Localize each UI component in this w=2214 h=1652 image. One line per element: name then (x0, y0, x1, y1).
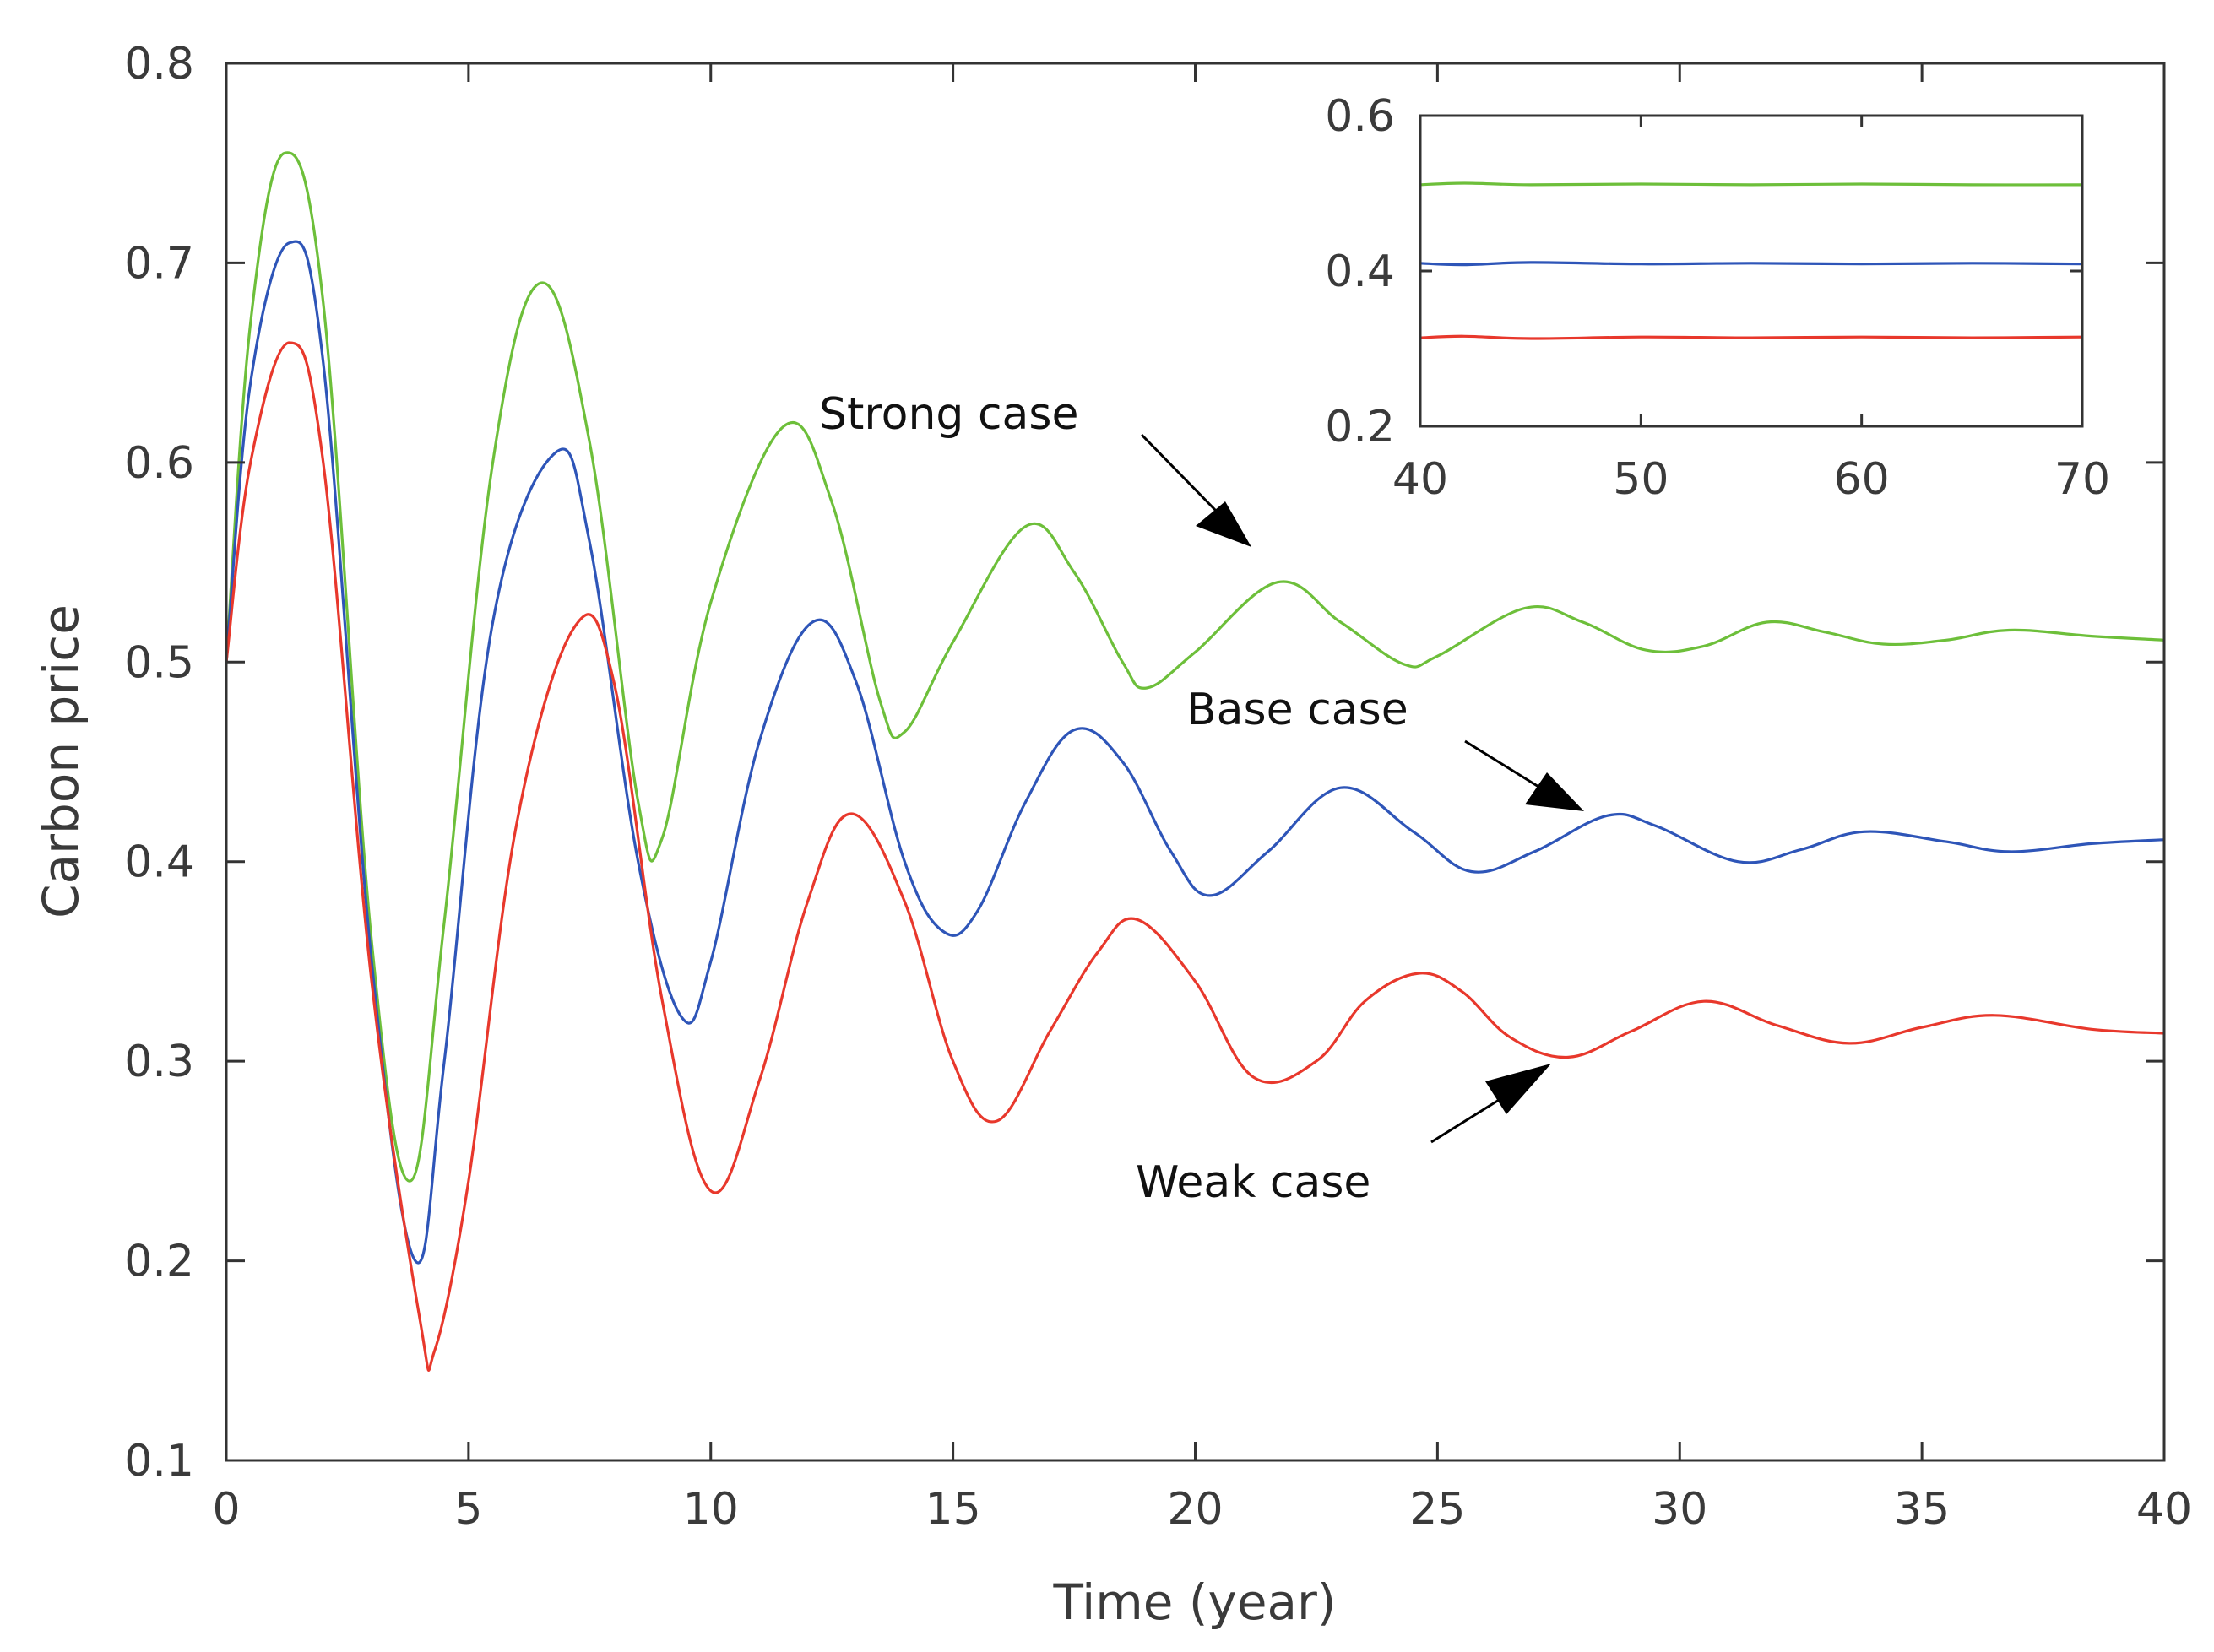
main-y-tick-label: 0.5 (124, 637, 194, 688)
strong-case-label: Strong case (819, 389, 1078, 440)
inset-plot: 40 50 60 70 0.2 0.4 0.6 (1325, 91, 2110, 505)
base-case-arrow-head (1525, 772, 1584, 811)
main-y-tick-label: 0.6 (124, 438, 194, 489)
base-case-annotation: Base case (1186, 685, 1584, 811)
inset-series-group (1419, 181, 2083, 340)
main-series-weak-case (225, 341, 2165, 1372)
weak-case-arrow-head (1485, 1064, 1551, 1114)
main-x-tick-label: 5 (454, 1484, 482, 1535)
annotations: Strong case Base case Weak case (819, 389, 1584, 1208)
strong-case-annotation: Strong case (819, 389, 1251, 547)
inset-background (1420, 116, 2082, 426)
inset-x-tick-label: 70 (2054, 454, 2110, 505)
inset-ticks (1419, 114, 2084, 428)
strong-case-arrow-line (1140, 433, 1218, 513)
weak-case-annotation: Weak case (1136, 1064, 1551, 1208)
main-y-tick-label: 0.7 (124, 238, 194, 289)
base-case-arrow-line (1464, 739, 1544, 791)
inset-series-strong-case (1419, 181, 2083, 187)
main-x-tick-label: 15 (925, 1484, 981, 1535)
inset-series-weak-case (1419, 334, 2083, 340)
main-x-tick-label: 30 (1652, 1484, 1707, 1535)
main-x-tick-labels: 0 5 10 15 20 25 30 35 40 (212, 1484, 2192, 1535)
main-x-tick-label: 0 (212, 1484, 240, 1535)
main-x-tick-label: 25 (1409, 1484, 1465, 1535)
inset-y-tick-label: 0.6 (1325, 91, 1395, 142)
main-x-tick-label: 10 (683, 1484, 739, 1535)
x-axis-title: Time (year) (1052, 1573, 1336, 1631)
inset-x-tick-label: 40 (1392, 454, 1448, 505)
main-y-tick-label: 0.4 (124, 837, 194, 888)
y-axis-title: Carbon price (32, 604, 90, 918)
main-y-tick-label: 0.1 (124, 1436, 194, 1487)
main-y-tick-label: 0.8 (124, 39, 194, 89)
main-plot: 0 5 10 15 20 25 30 35 40 0.10.20.30.40.50.60.70.… (32, 39, 2192, 1631)
inset-series-base-case (1419, 261, 2083, 267)
main-x-tick-label: 35 (1894, 1484, 1950, 1535)
main-ticks (225, 62, 2166, 1462)
weak-case-label: Weak case (1136, 1157, 1370, 1208)
main-series-strong-case (225, 151, 2165, 1183)
inset-y-tick-label: 0.4 (1325, 246, 1395, 297)
inset-x-tick-labels: 40 50 60 70 (1392, 454, 2110, 505)
main-x-tick-label: 40 (2136, 1484, 2192, 1535)
inset-x-tick-label: 50 (1613, 454, 1669, 505)
inset-y-tick-labels: 0.2 0.4 0.6 (1325, 91, 1395, 452)
main-y-tick-labels: 0.1 0.2 0.3 0.4 0.5 0.6 0.7 0.8 (124, 39, 194, 1487)
main-series-group (225, 151, 2165, 1372)
base-case-label: Base case (1186, 685, 1408, 735)
strong-case-arrow-head (1196, 501, 1251, 547)
inset-x-tick-label: 60 (1834, 454, 1890, 505)
main-y-tick-label: 0.3 (124, 1037, 194, 1087)
main-x-tick-label: 20 (1167, 1484, 1223, 1535)
inset-y-tick-label: 0.2 (1325, 402, 1395, 452)
main-y-tick-label: 0.2 (124, 1237, 194, 1287)
